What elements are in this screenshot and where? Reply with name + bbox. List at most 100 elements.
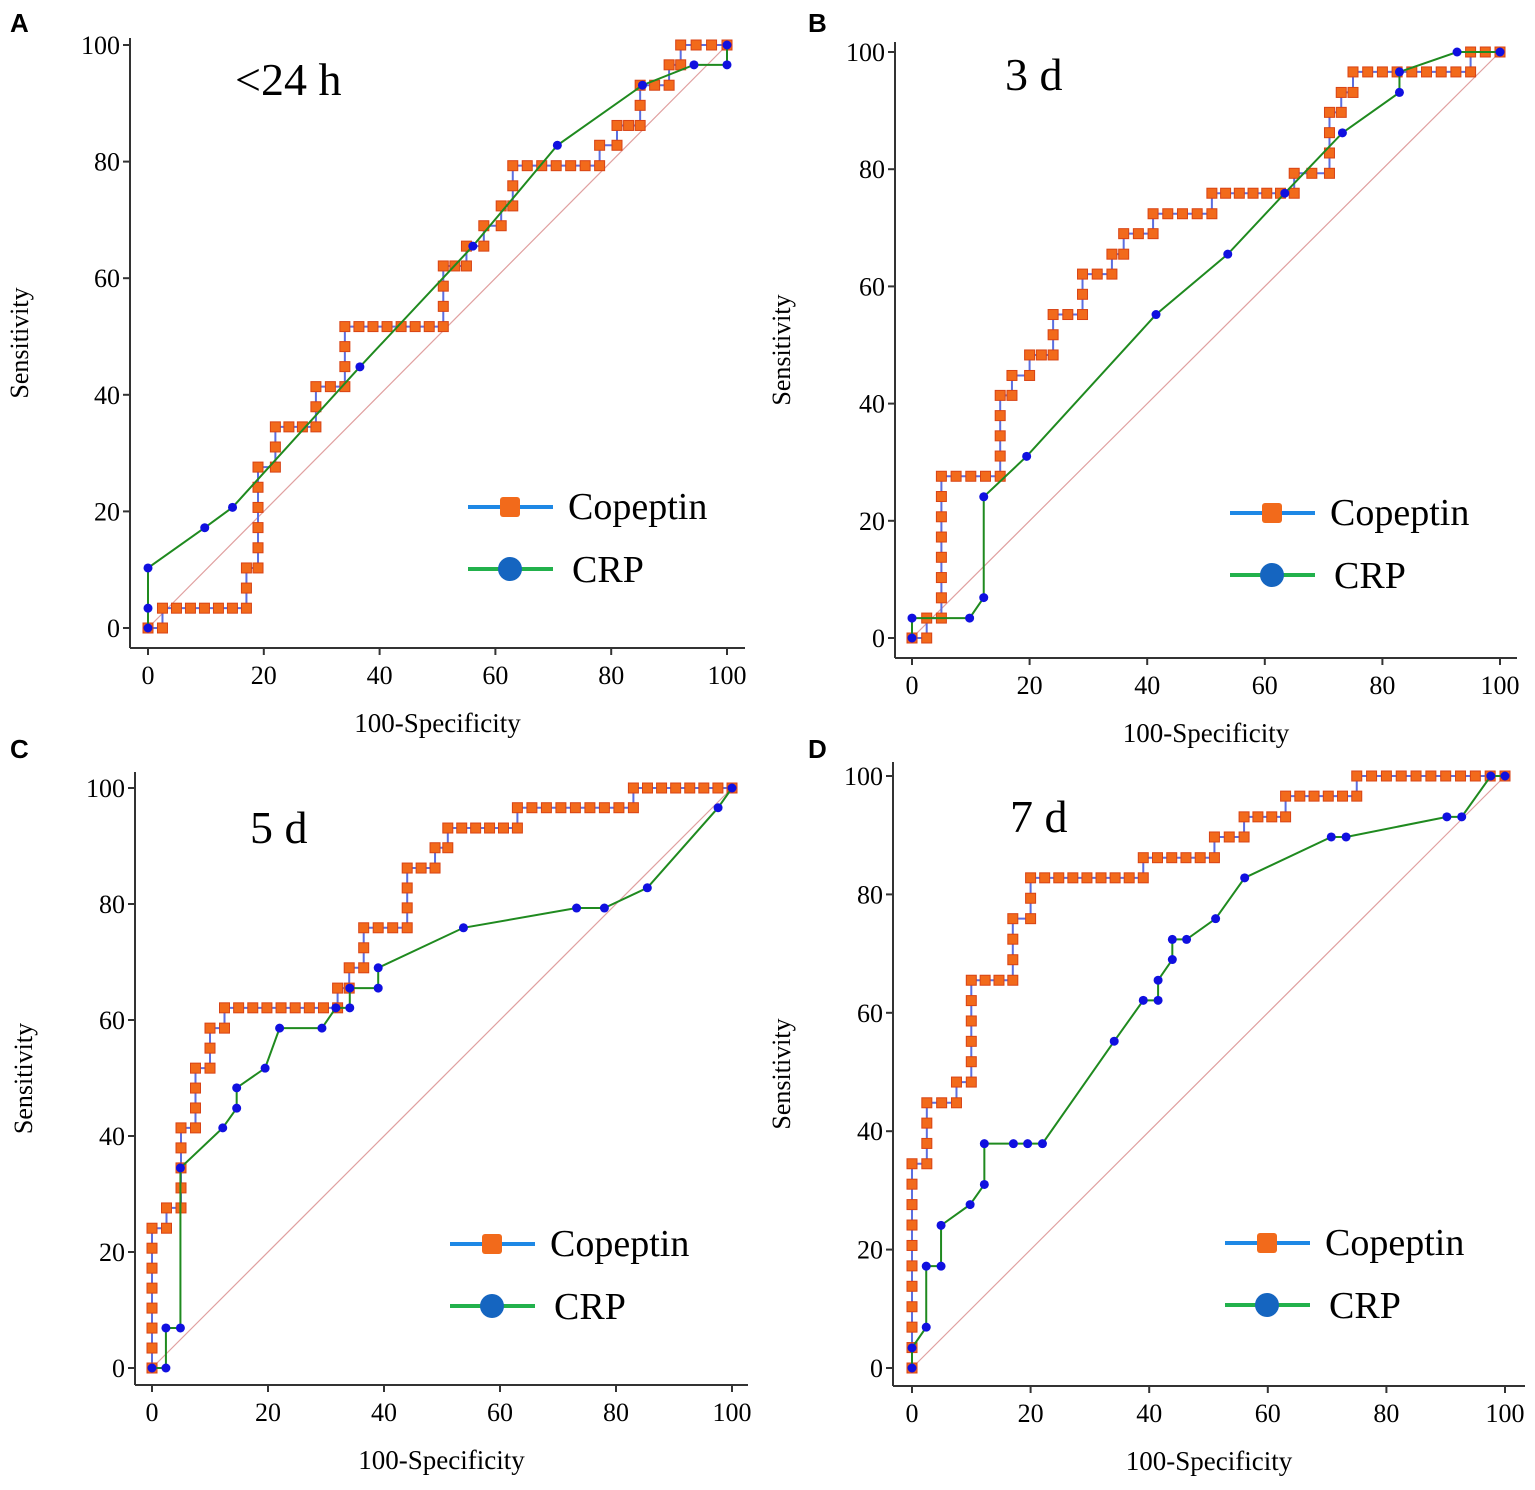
copeptin-marker	[1176, 208, 1188, 220]
copeptin-marker	[442, 842, 454, 854]
copeptin-marker	[994, 389, 1006, 401]
copeptin-marker	[921, 632, 933, 644]
crp-marker	[965, 1200, 975, 1210]
x-tick-label: 0	[906, 671, 919, 700]
reference-diagonal	[911, 775, 1506, 1369]
copeptin-marker	[353, 321, 365, 333]
legend-crp-label: CRP	[1329, 1285, 1401, 1327]
copeptin-marker	[146, 1322, 158, 1334]
crp-marker	[175, 1323, 185, 1333]
crp-marker	[1008, 1139, 1018, 1149]
copeptin-marker	[1469, 770, 1481, 782]
crp-marker	[936, 1220, 946, 1230]
crp-marker	[373, 963, 383, 973]
legend-copeptin-marker-icon	[1257, 1233, 1277, 1253]
copeptin-marker	[1380, 770, 1392, 782]
copeptin-marker	[627, 802, 639, 814]
copeptin-marker	[1347, 86, 1359, 98]
copeptin-marker	[623, 119, 635, 131]
copeptin-marker	[252, 461, 264, 473]
y-tick-label: 80	[857, 880, 883, 909]
copeptin-marker	[1132, 228, 1144, 240]
panel-letter: A	[10, 8, 29, 38]
copeptin-marker	[965, 974, 977, 986]
copeptin-marker	[993, 974, 1005, 986]
copeptin-marker	[212, 602, 224, 614]
y-tick-label: 40	[859, 390, 885, 419]
copeptin-marker	[1006, 369, 1018, 381]
crp-marker	[572, 903, 582, 913]
copeptin-marker	[1109, 872, 1121, 884]
copeptin-marker	[204, 1022, 216, 1034]
copeptin-marker	[1351, 790, 1363, 802]
copeptin-marker	[339, 361, 351, 373]
copeptin-marker	[1137, 872, 1149, 884]
y-tick-label: 20	[859, 507, 885, 536]
copeptin-marker	[156, 602, 168, 614]
copeptin-marker	[429, 862, 441, 874]
legend-crp-marker-icon	[1260, 563, 1284, 587]
copeptin-marker	[456, 822, 468, 834]
copeptin-marker	[247, 1002, 259, 1014]
copeptin-marker	[906, 1321, 918, 1333]
copeptin-marker	[303, 1002, 315, 1014]
y-tick-label: 80	[94, 148, 120, 177]
crp-marker	[907, 613, 917, 623]
copeptin-marker	[423, 321, 435, 333]
copeptin-marker	[401, 922, 413, 934]
roc-panel-a: A 0 20 40 60 80 100 0 20 40 60 80 100 100-Specificity…	[5, 8, 747, 738]
copeptin-marker	[387, 922, 399, 934]
copeptin-marker	[1025, 872, 1037, 884]
copeptin-marker	[1233, 187, 1245, 199]
crp-marker	[689, 60, 699, 70]
panel-title: <24 h	[235, 54, 341, 105]
copeptin-marker	[1006, 389, 1018, 401]
copeptin-marker	[156, 622, 168, 634]
copeptin-marker	[367, 321, 379, 333]
copeptin-marker	[1025, 913, 1037, 925]
copeptin-marker	[275, 1002, 287, 1014]
copeptin-marker	[1351, 770, 1363, 782]
copeptin-marker	[1435, 66, 1447, 78]
copeptin-marker	[1191, 208, 1203, 220]
crp-marker	[637, 80, 647, 90]
copeptin-marker	[1335, 86, 1347, 98]
copeptin-marker	[569, 802, 581, 814]
crp-marker	[331, 1003, 341, 1013]
copeptin-marker	[979, 974, 991, 986]
copeptin-marker	[935, 491, 947, 503]
crp-marker	[1109, 1036, 1119, 1046]
y-axis-label: Sensitivity	[767, 1018, 796, 1129]
copeptin-marker	[965, 995, 977, 1007]
legend-copeptin-label: Copeptin	[568, 486, 707, 528]
roc-panel-b: B 0 20 40 60 80 100 0 20 40 60 80 100 100-Specificity…	[767, 8, 1520, 748]
copeptin-marker	[1025, 892, 1037, 904]
copeptin-marker	[146, 1222, 158, 1234]
legend-copeptin-label: Copeptin	[1330, 492, 1469, 534]
copeptin-marker	[190, 1122, 201, 1134]
copeptin-marker	[324, 381, 336, 393]
copeptin-marker	[1323, 106, 1335, 118]
copeptin-marker	[511, 822, 523, 834]
crp-marker	[1153, 995, 1163, 1005]
copeptin-marker	[965, 1035, 977, 1047]
copeptin-marker	[511, 802, 523, 814]
crp-marker	[1442, 812, 1452, 822]
copeptin-marker	[161, 1202, 172, 1214]
copeptin-marker	[269, 421, 281, 433]
x-axis-label: 100-Specificity	[358, 1445, 525, 1475]
y-tick-label: 60	[94, 264, 120, 293]
copeptin-marker	[1047, 329, 1059, 341]
crp-marker	[722, 60, 732, 70]
copeptin-marker	[627, 782, 639, 794]
copeptin-marker	[1288, 187, 1300, 199]
copeptin-marker	[1247, 187, 1259, 199]
copeptin-marker	[252, 542, 264, 554]
crp-marker	[143, 603, 153, 613]
copeptin-marker	[283, 421, 295, 433]
crp-marker	[727, 783, 737, 793]
crp-marker	[722, 40, 732, 50]
copeptin-marker	[921, 1158, 933, 1170]
crp-marker	[275, 1023, 285, 1033]
